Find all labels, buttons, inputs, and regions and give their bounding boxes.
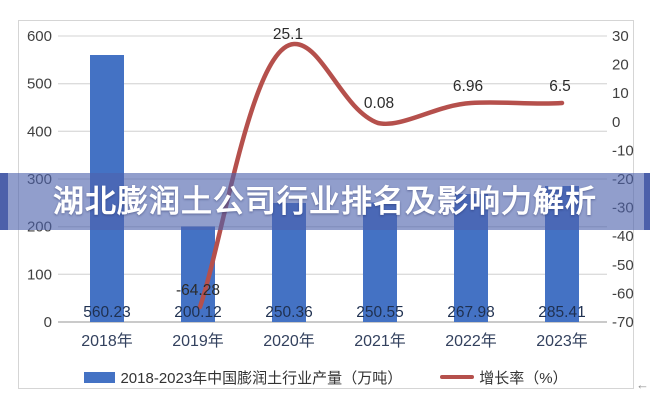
bar-label-2021: 250.55 bbox=[356, 304, 403, 321]
line-label-2019: -64.28 bbox=[176, 282, 220, 299]
chart-legend: 2018-2023年中国膨润土行业产量（万吨） 增长率（%） bbox=[18, 365, 634, 389]
category-2021: 2021年 bbox=[354, 332, 406, 350]
bar-series-swatch-icon bbox=[84, 371, 116, 383]
right-tick: 0 bbox=[612, 114, 620, 131]
left-tick: 600 bbox=[27, 28, 52, 45]
bar-label-2020: 250.36 bbox=[265, 304, 312, 321]
banner-left-edge bbox=[0, 173, 8, 230]
category-2019: 2019年 bbox=[172, 332, 224, 350]
legend-label-production: 2018-2023年中国膨润土行业产量（万吨） bbox=[120, 369, 403, 387]
bar-label-2018: 560.23 bbox=[83, 304, 130, 321]
title-banner: 湖北膨润土公司行业排名及影响力解析 bbox=[0, 173, 650, 230]
page-title: 湖北膨润土公司行业排名及影响力解析 bbox=[53, 184, 597, 219]
banner-right-edge bbox=[644, 173, 650, 230]
line-label-2021: 0.08 bbox=[364, 95, 394, 112]
left-tick: 500 bbox=[27, 76, 52, 93]
line-label-2020: 25.1 bbox=[273, 26, 303, 43]
right-tick: -40 bbox=[612, 228, 634, 245]
line-labels: -64.28 25.1 0.08 6.96 6.5 bbox=[176, 26, 571, 299]
category-2018: 2018年 bbox=[81, 332, 133, 350]
right-tick: 30 bbox=[612, 28, 629, 45]
bar-label-2019: 200.12 bbox=[174, 304, 221, 321]
right-tick: -70 bbox=[612, 314, 634, 331]
category-2020: 2020年 bbox=[263, 332, 315, 350]
cursor-arrow-icon: ← bbox=[636, 377, 649, 392]
right-tick: -50 bbox=[612, 257, 634, 274]
category-labels: 2018年 2019年 2020年 2021年 2022年 2023年 bbox=[81, 332, 588, 350]
growth-rate-line bbox=[197, 41, 565, 310]
right-tick: -60 bbox=[612, 285, 634, 302]
legend-label-growth-rate: 增长率（%） bbox=[479, 369, 568, 387]
left-tick: 400 bbox=[27, 123, 52, 140]
bar-label-2022: 267.98 bbox=[447, 304, 494, 321]
right-tick: -10 bbox=[612, 142, 634, 159]
legend-item-growth-rate: 增长率（%） bbox=[440, 367, 568, 388]
right-tick: 20 bbox=[612, 57, 629, 74]
right-tick: 10 bbox=[612, 85, 629, 102]
category-2022: 2022年 bbox=[445, 332, 497, 350]
bar-label-2023: 285.41 bbox=[538, 304, 585, 321]
left-tick: 0 bbox=[44, 314, 52, 331]
line-label-2023: 6.5 bbox=[549, 78, 571, 95]
line-label-2022: 6.96 bbox=[453, 78, 483, 95]
left-tick: 100 bbox=[27, 266, 52, 283]
category-2023: 2023年 bbox=[536, 332, 588, 350]
legend-item-production: 2018-2023年中国膨润土行业产量（万吨） bbox=[84, 367, 402, 388]
line-series-swatch-icon bbox=[440, 374, 475, 380]
bar-labels: 560.23 200.12 250.36 250.55 267.98 285.4… bbox=[83, 304, 585, 321]
